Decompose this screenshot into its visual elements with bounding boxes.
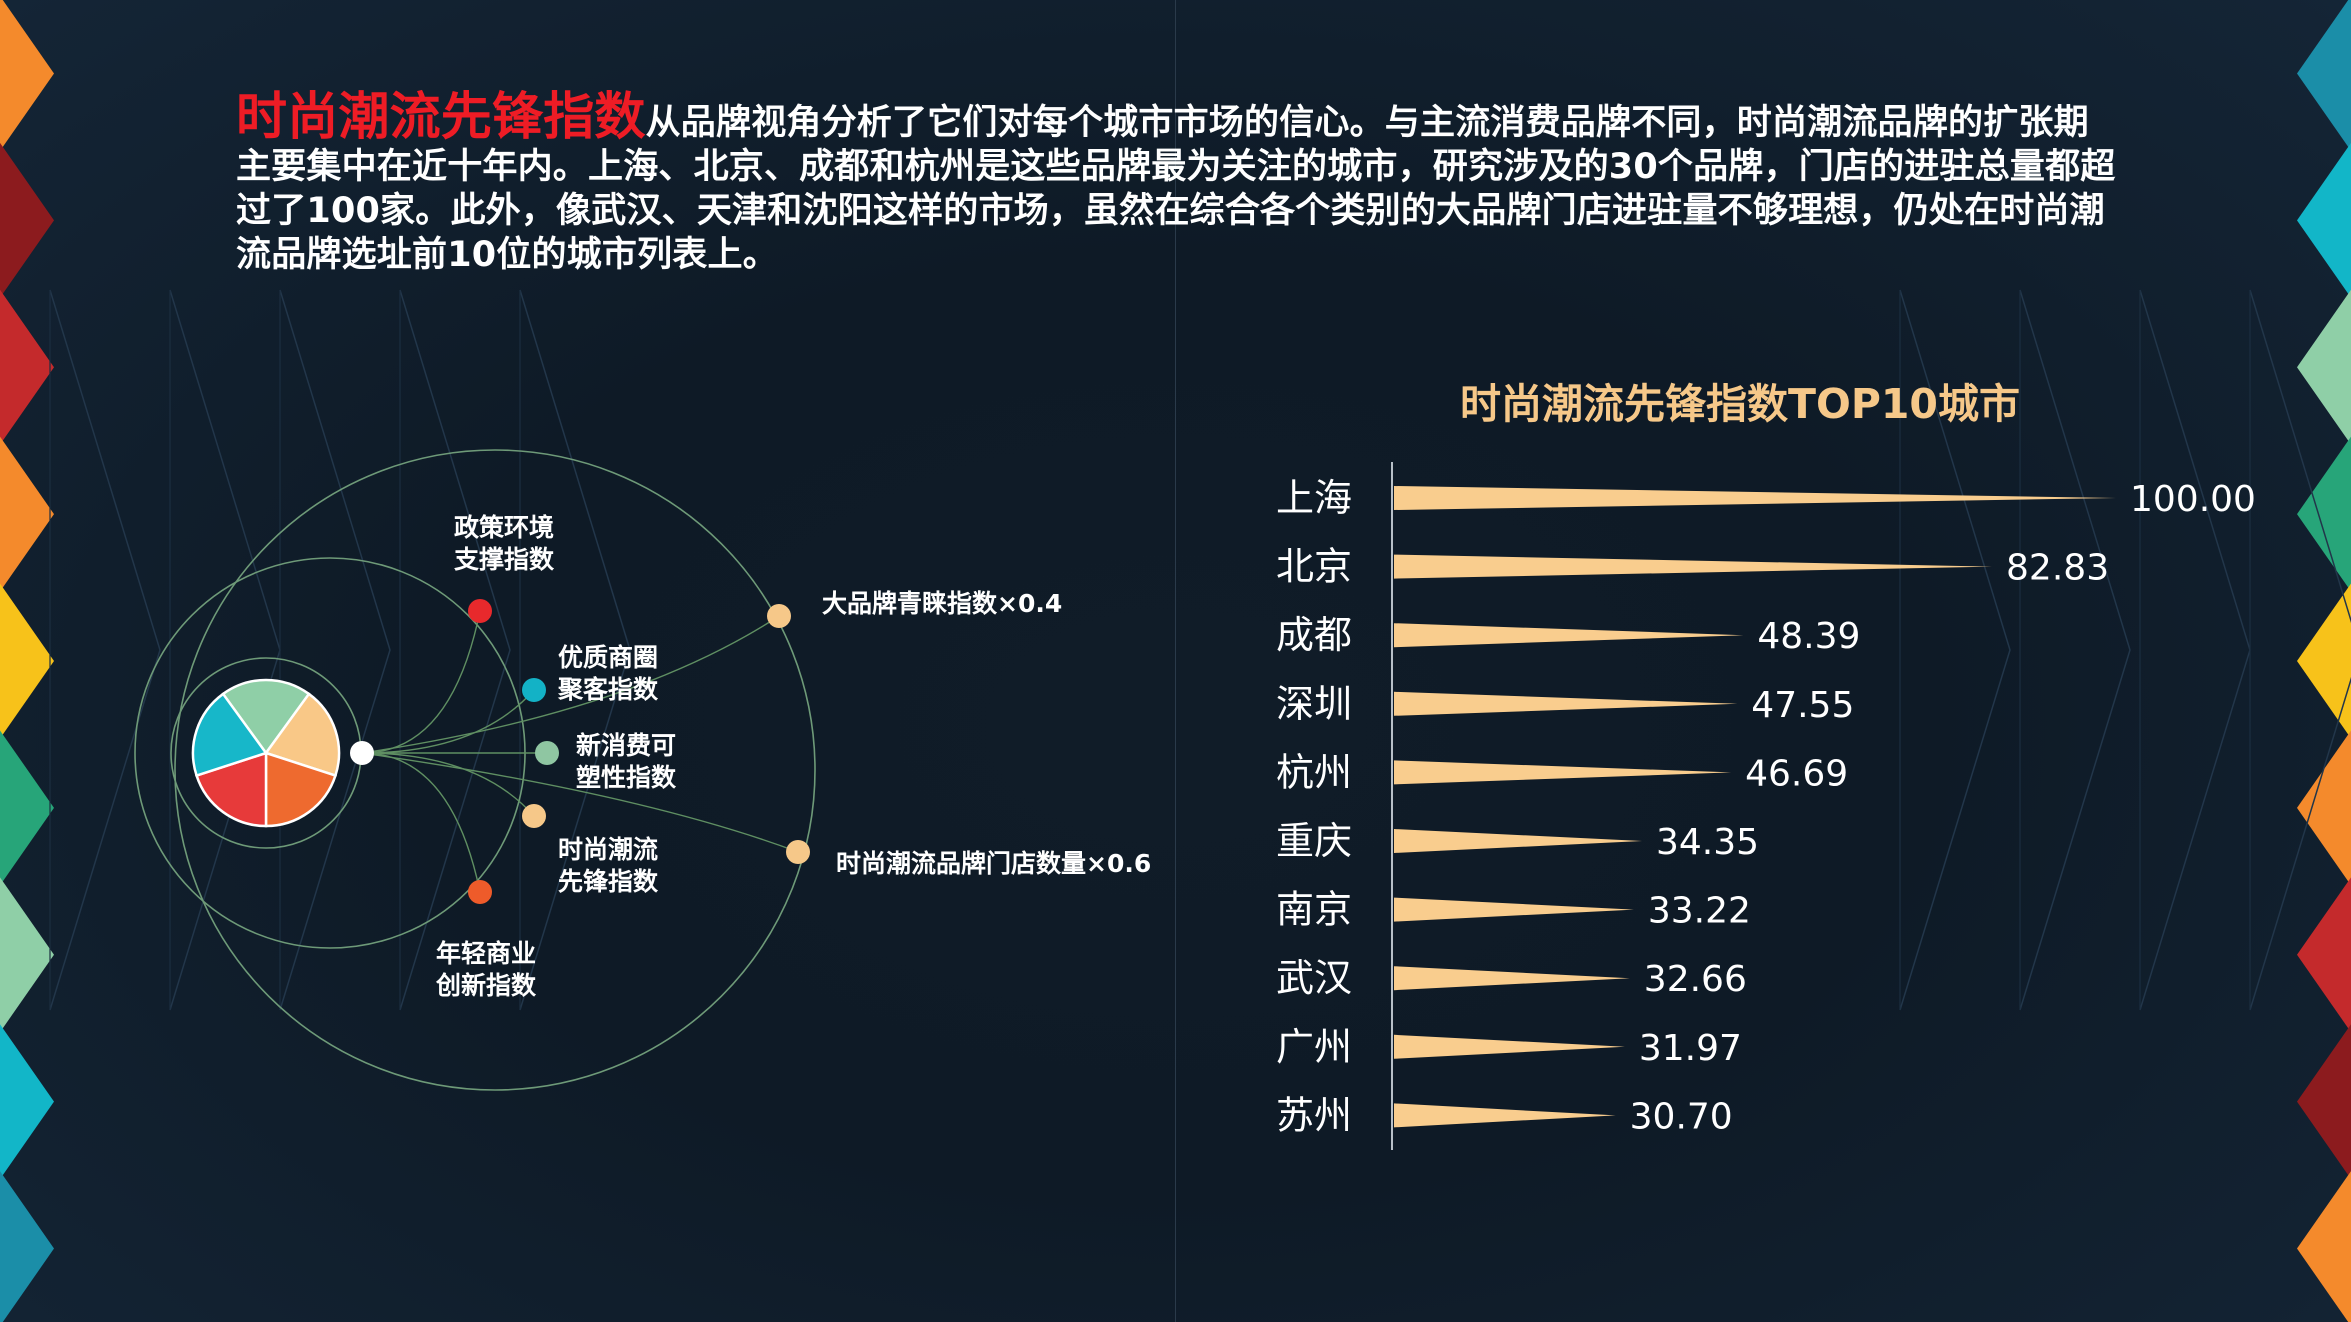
label-new-consumption: 新消费可 塑性指数 — [576, 731, 677, 792]
value-label: 32.66 — [1644, 959, 1747, 1000]
pie-slice — [264, 751, 338, 828]
index-node-dot — [522, 804, 546, 828]
left-triangle — [0, 1171, 54, 1322]
intro-highlight: 时尚潮流先锋指数 — [236, 88, 646, 147]
chevron-line — [399, 289, 511, 1011]
hub-dot — [350, 741, 374, 765]
left-triangle — [0, 730, 54, 886]
category-label: 南京 — [1276, 888, 1352, 932]
category-label: 深圳 — [1276, 682, 1352, 726]
top10-bar-chart: 上海 100.00 北京 82.83 成都 48.39 深圳 47.55 杭州 46.69 重庆 34… — [1276, 462, 2256, 1150]
value-label: 46.69 — [1745, 753, 1848, 794]
chart-title: 时尚潮流先锋指数TOP10城市 — [1460, 380, 2020, 428]
pie-slice — [221, 678, 311, 756]
connector — [361, 610, 481, 754]
index-node-dot — [468, 599, 492, 623]
connector — [361, 615, 780, 754]
bar-1 — [1394, 554, 1993, 579]
chevron-line — [279, 289, 391, 1011]
left-triangle — [0, 436, 54, 592]
value-label: 30.70 — [1630, 1096, 1733, 1137]
right-triangle — [2297, 730, 2351, 886]
label-fashion-pioneer: 时尚潮流 先锋指数 — [558, 835, 659, 896]
bar-7 — [1394, 966, 1630, 991]
center-divider — [1175, 0, 1176, 1322]
intro-body: 从品牌视角分析了它们对每个城市市场的信心。与主流消费品牌不同，时尚潮流品牌的扩张… — [236, 103, 2116, 275]
node-connectors — [361, 610, 799, 893]
right-triangle — [2297, 583, 2351, 739]
bar-5 — [1394, 829, 1643, 853]
chevron-line — [49, 289, 161, 1011]
bar-6 — [1394, 897, 1634, 922]
label-big-brand-favor: 大品牌青睐指数×0.4 — [822, 589, 1063, 618]
label-fashion-store-count: 时尚潮流品牌门店数量×0.6 — [836, 849, 1152, 878]
connector — [361, 689, 535, 754]
intro-paragraph: 时尚潮流先锋指数从品牌视角分析了它们对每个城市市场的信心。与主流消费品牌不同，时… — [236, 92, 2116, 277]
category-label: 武汉 — [1276, 956, 1352, 1000]
chevron-line — [1899, 289, 2011, 1011]
index-pie — [191, 678, 341, 828]
category-label: 北京 — [1276, 545, 1352, 589]
weight-node-dot — [786, 840, 810, 864]
pie-slice — [263, 692, 341, 778]
chevron-line — [2249, 289, 2351, 1011]
bar-2 — [1394, 623, 1744, 648]
value-label: 34.35 — [1656, 822, 1759, 863]
connector — [361, 752, 535, 817]
connector — [361, 752, 799, 853]
outer-orbit — [174, 449, 816, 1091]
category-label: 广州 — [1276, 1025, 1352, 1069]
category-label: 成都 — [1276, 613, 1352, 657]
category-label: 重庆 — [1276, 819, 1352, 863]
right-triangle — [2297, 436, 2351, 592]
left-triangle — [0, 583, 54, 739]
value-label: 82.83 — [2006, 548, 2109, 589]
pie-slice — [191, 692, 269, 778]
connector — [361, 752, 481, 893]
index-composition-diagram — [134, 449, 816, 1091]
index-node-dot — [468, 880, 492, 904]
value-label: 100.00 — [2130, 479, 2256, 520]
value-label: 47.55 — [1751, 685, 1854, 726]
label-policy-support: 政策环境 支撑指数 — [454, 513, 555, 574]
weight-node-dot — [767, 604, 791, 628]
right-triangle — [2297, 877, 2351, 1033]
label-quality-district: 优质商圈 聚客指数 — [558, 643, 659, 704]
category-label: 苏州 — [1276, 1093, 1352, 1137]
bar-3 — [1394, 691, 1738, 716]
bar-4 — [1394, 760, 1732, 785]
right-triangle — [2297, 1024, 2351, 1180]
right-triangle-border — [2297, 0, 2351, 1322]
chevron-line — [519, 289, 631, 1011]
bar-9 — [1394, 1103, 1616, 1128]
left-triangle — [0, 1024, 54, 1180]
index-node-dot — [522, 678, 546, 702]
left-triangle — [0, 877, 54, 1033]
chevron-line — [2019, 289, 2131, 1011]
category-label: 杭州 — [1276, 750, 1352, 794]
value-label: 33.22 — [1648, 891, 1751, 932]
index-node-dot — [535, 741, 559, 765]
right-triangle — [2297, 0, 2351, 151]
pie-slice — [194, 751, 268, 828]
left-triangle — [0, 142, 54, 298]
left-triangle — [0, 0, 54, 151]
right-triangle — [2297, 1171, 2351, 1322]
value-label: 48.39 — [1757, 616, 1860, 657]
bar-8 — [1394, 1034, 1625, 1059]
left-triangle — [0, 289, 54, 445]
value-label: 31.97 — [1639, 1028, 1742, 1069]
left-triangle-border — [0, 0, 54, 1322]
right-triangle — [2297, 142, 2351, 298]
index-nodes — [468, 599, 810, 904]
label-young-business: 年轻商业 创新指数 — [436, 939, 537, 1000]
bar-0 — [1394, 486, 2116, 510]
right-triangle — [2297, 289, 2351, 445]
category-label: 上海 — [1276, 476, 1352, 520]
